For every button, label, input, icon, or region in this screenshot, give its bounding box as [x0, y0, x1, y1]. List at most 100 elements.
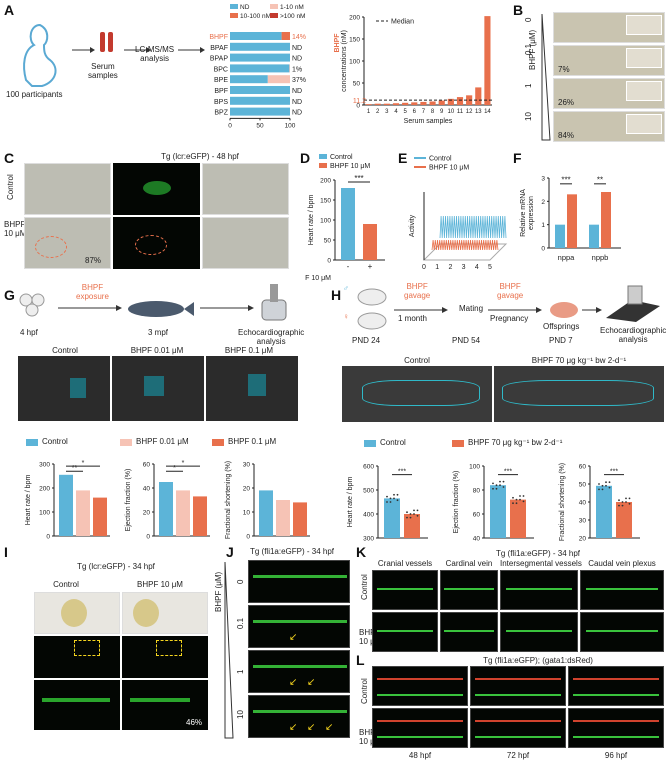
zebrafish-icon	[128, 301, 194, 317]
c-bhpf-brightfield: 87%	[24, 217, 111, 269]
y-tick-label: 1	[541, 222, 545, 229]
panel-e-label: E	[398, 150, 408, 166]
h-heart-rate-chart: 300 400 500 600 *** Heart rate / bpm	[347, 464, 428, 543]
data-point	[502, 480, 505, 483]
l-vessel-image	[568, 666, 664, 706]
bar-result: 1%	[292, 66, 302, 73]
y-axis-label: Ejection fraction (%)	[125, 469, 132, 532]
k-vessel	[505, 588, 573, 591]
bar	[510, 499, 526, 538]
arrow-icon	[178, 47, 205, 53]
y-tick-label: 40	[143, 486, 151, 493]
stacked-bar	[230, 53, 290, 62]
sig-label: *	[182, 460, 185, 467]
c-bhpf-merge	[202, 217, 289, 269]
data-point	[386, 501, 388, 503]
x-tick-label: 12	[466, 109, 473, 115]
l-time-label: 48 hpf	[408, 751, 432, 760]
g-echo-control	[18, 356, 110, 421]
i-col-control: Control	[53, 580, 79, 589]
i-control-zoom	[34, 680, 120, 730]
c-control-fluorescence	[113, 163, 200, 215]
k-row-control: Control	[360, 574, 369, 600]
y-tick-label: 400	[363, 512, 374, 519]
data-point	[413, 513, 415, 515]
y-tick-label: 3	[541, 176, 545, 183]
l-row-control: Control	[360, 678, 369, 704]
j-vessel-image	[248, 560, 350, 603]
arrow-icon: ↙	[289, 722, 298, 733]
bar-category: BPC	[214, 66, 228, 73]
data-point	[605, 481, 607, 484]
b-inset-image	[626, 81, 662, 101]
panel-g-label: G	[4, 287, 15, 303]
y-axis-title: BHPF	[334, 33, 341, 53]
bar-category: BPZ	[214, 110, 228, 117]
k-col-label: Cardinal vein	[445, 559, 493, 568]
h-gavage2: BHPF gavage	[497, 282, 524, 300]
bar	[596, 485, 612, 538]
b-dose-label: 1	[524, 83, 533, 88]
bar-result: ND	[292, 45, 302, 52]
b-larva-image: 26%	[553, 78, 665, 109]
data-point	[515, 498, 518, 501]
y-tick-label: 60	[143, 462, 151, 469]
k-vessel	[585, 630, 659, 633]
data-point	[522, 500, 525, 503]
l-green-vessel	[474, 735, 562, 738]
k-title: Tg (fli1a:eGFP) - 34 hpf	[495, 549, 581, 558]
data-point	[512, 502, 514, 505]
h-pnd54: PND 54	[452, 336, 481, 345]
data-point	[502, 486, 505, 488]
y-tick-label: 60	[579, 464, 587, 471]
bar	[193, 496, 207, 536]
i-title: Tg (lcr:eGFP) - 34 hpf	[77, 562, 155, 571]
sig-label: *	[82, 460, 85, 467]
k-vessel-image	[372, 612, 438, 652]
x-tick-label: 0	[228, 122, 232, 129]
arrow-icon	[582, 307, 602, 313]
bar	[589, 224, 599, 248]
legend-label: Control	[429, 156, 452, 163]
sig-label: ***	[504, 469, 512, 476]
legend-swatch	[319, 163, 327, 168]
arrow-icon: ↙	[289, 632, 298, 643]
bar	[341, 188, 355, 260]
pregnant-woman-icon	[23, 23, 57, 87]
data-point	[608, 486, 611, 489]
h-ejection-chart: 40 60 80 100 *** Ejection fraction (%)	[453, 464, 534, 543]
j-vessel-image: ↙ ↙ ↙	[248, 695, 350, 738]
j-vessel	[253, 620, 347, 623]
bar	[601, 192, 611, 248]
lcms-label: LC-MS/MS analysis	[135, 45, 175, 63]
legend-swatch	[270, 13, 278, 18]
arrow-icon	[58, 305, 122, 311]
b-larva-image: 7%	[553, 45, 665, 76]
data-point	[499, 484, 501, 487]
data-point	[495, 484, 498, 487]
x-tick-label: 7	[422, 109, 426, 115]
b-dose-label: 0.1	[524, 43, 533, 55]
c-row-control: Control	[6, 174, 15, 200]
bar	[93, 497, 107, 536]
bar	[293, 502, 307, 536]
y-axis-label: Heart rate / bpm	[308, 195, 315, 246]
stacked-bar	[267, 75, 290, 84]
bar	[438, 100, 445, 105]
x-tick-label: 3	[462, 264, 466, 271]
serum-label: Serum samples	[88, 62, 118, 80]
k-col-label: Caudal vein plexus	[588, 559, 656, 568]
x-tick-label: 11	[457, 109, 464, 115]
y-tick-label: 200	[39, 486, 50, 493]
h-pnd24: PND 24	[352, 336, 381, 345]
y-tick-label: 40	[473, 536, 481, 543]
b-dose-label: 10	[524, 112, 533, 121]
offspring-icon	[550, 302, 578, 318]
l-vessel-image	[470, 708, 566, 748]
legend-swatch	[230, 4, 238, 9]
data-point	[416, 509, 419, 512]
y-tick-label: 500	[363, 488, 374, 495]
y-axis-label: concentrations (nM)	[341, 30, 348, 92]
data-point	[499, 480, 501, 483]
k-vessel	[585, 588, 659, 591]
